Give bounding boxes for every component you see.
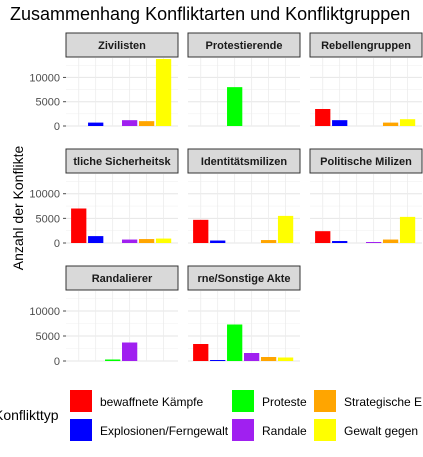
bar-strategische-e xyxy=(138,121,155,126)
bar-gewalt-gegen xyxy=(155,58,172,126)
legend-key xyxy=(232,390,254,412)
legend-label: Gewalt gegen xyxy=(344,424,419,438)
bar-gewalt-gegen xyxy=(277,357,294,361)
bar-randale xyxy=(244,353,260,361)
bar-randale xyxy=(122,239,138,243)
y-tick-label: 0 xyxy=(54,356,60,368)
facet-label: Randalierer xyxy=(92,273,153,285)
bar-gewalt-gegen xyxy=(399,119,416,126)
bar-bewaffnete-k-mpfe xyxy=(193,219,209,243)
bar-bewaffnete-k-mpfe xyxy=(315,109,331,126)
facet-strip xyxy=(65,148,179,174)
bar-bewaffnete-k-mpfe xyxy=(315,231,331,243)
bar-bewaffnete-k-mpfe xyxy=(193,344,209,361)
bar-strategische-e xyxy=(382,122,399,126)
facet-label: rne/Sonstige Akte xyxy=(197,273,290,285)
bar-explosionen-ferngewalt xyxy=(210,360,226,361)
bar-explosionen-ferngewalt xyxy=(88,122,104,126)
facet-strip xyxy=(65,265,179,291)
legend-key xyxy=(70,390,92,412)
panel-3: tliche Sicherheitsk 0 5000 10000 xyxy=(29,148,179,250)
facet-label: Identitätsmilizen xyxy=(201,156,287,168)
bar-explosionen-ferngewalt xyxy=(88,236,104,243)
bar-randale xyxy=(122,120,138,126)
bar-bewaffnete-k-mpfe xyxy=(71,208,87,243)
facet-strip xyxy=(309,32,423,58)
panel-2: Rebellengruppen xyxy=(309,32,423,127)
panel-7: rne/Sonstige Akte xyxy=(187,265,301,362)
y-tick-label: 5000 xyxy=(36,213,60,225)
facet-label: Zivilisten xyxy=(98,40,146,52)
legend-title: Konflikttyp xyxy=(0,407,59,423)
bar-explosionen-ferngewalt xyxy=(210,240,226,243)
y-tick-label: 10000 xyxy=(29,189,60,201)
facet-strip xyxy=(187,32,301,58)
bar-randale xyxy=(366,242,382,243)
y-tick-label: 0 xyxy=(54,238,60,250)
legend-key xyxy=(70,419,92,441)
panel-4: Identitätsmilizen xyxy=(187,148,301,244)
bar-strategische-e xyxy=(260,357,277,361)
bar-explosionen-ferngewalt xyxy=(332,241,348,243)
facet-label: Rebellengruppen xyxy=(321,40,411,52)
legend-label: Explosionen/Ferngewalt xyxy=(100,424,229,438)
chart-title: Zusammenhang Konfliktarten und Konfliktg… xyxy=(10,4,411,24)
bar-proteste xyxy=(227,324,243,361)
panel-0: Zivilisten 0 5000 10000 xyxy=(29,32,179,133)
legend-key xyxy=(232,419,254,441)
bar-explosionen-ferngewalt xyxy=(332,120,348,126)
panel-1: Protestierende xyxy=(187,32,301,127)
bar-gewalt-gegen xyxy=(277,215,294,243)
y-tick-label: 10000 xyxy=(29,72,60,84)
bar-strategische-e xyxy=(138,239,155,243)
facet-strip xyxy=(309,148,423,174)
bar-gewalt-gegen xyxy=(399,216,416,243)
bar-randale xyxy=(122,342,138,361)
y-tick-label: 5000 xyxy=(36,331,60,343)
legend-key xyxy=(314,390,336,412)
y-tick-label: 10000 xyxy=(29,306,60,318)
bar-proteste xyxy=(105,359,121,361)
legend-label: Randale xyxy=(262,424,307,438)
bar-proteste xyxy=(227,87,243,126)
panel-background xyxy=(188,58,300,126)
facet-strip xyxy=(187,148,301,174)
facet-strip xyxy=(187,265,301,291)
facet-label: Protestierende xyxy=(205,40,282,52)
y-tick-label: 0 xyxy=(54,121,60,133)
facet-label: tliche Sicherheitsk xyxy=(73,156,171,168)
bar-strategische-e xyxy=(382,239,399,243)
legend-key xyxy=(314,419,336,441)
bar-strategische-e xyxy=(260,240,277,243)
legend-label: Proteste xyxy=(262,395,307,409)
y-tick-label: 5000 xyxy=(36,97,60,109)
legend-label: bewaffnete Kämpfe xyxy=(100,395,204,409)
bar-gewalt-gegen xyxy=(155,238,172,243)
panel-6: Randalierer 0 5000 10000 xyxy=(29,265,179,368)
facet-strip xyxy=(65,32,179,58)
facet-label: Politische Milizen xyxy=(320,156,412,168)
panel-5: Politische Milizen xyxy=(309,148,423,244)
legend-label: Strategische E xyxy=(344,395,423,409)
